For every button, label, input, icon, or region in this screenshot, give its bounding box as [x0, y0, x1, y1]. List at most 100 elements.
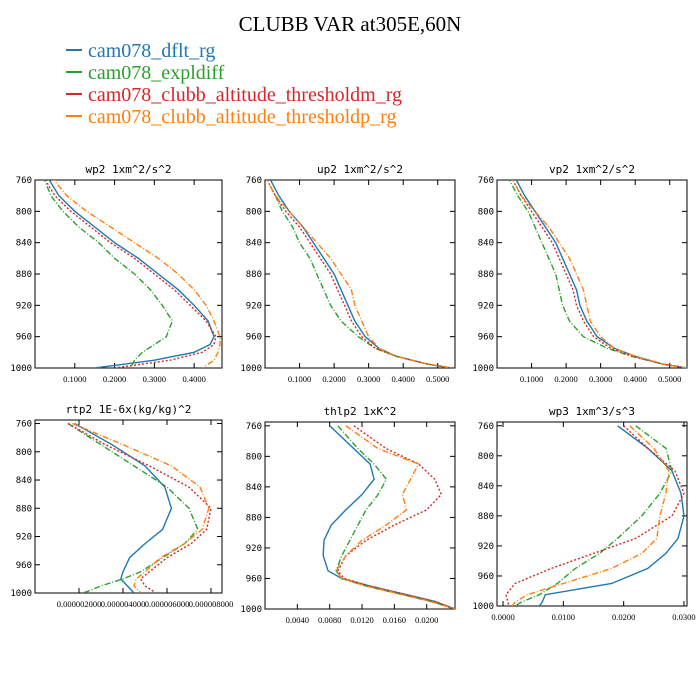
legend-label: cam078_clubb_altitude_thresholdm_rg [88, 84, 403, 106]
x-tick-label: 0.0000 [491, 612, 514, 622]
series-line-1 [515, 180, 687, 368]
y-tick-label: 920 [478, 542, 494, 552]
series-line-2 [43, 180, 174, 368]
y-tick-label: 800 [246, 452, 262, 462]
y-tick-label: 760 [246, 176, 262, 186]
x-tick-label: 0.000002000 [57, 599, 102, 609]
y-tick-label: 800 [16, 448, 32, 458]
y-tick-label: 920 [246, 301, 262, 311]
x-tick-label: 0.0080 [318, 615, 341, 625]
panel-title: rtp2 1E-6x(kg/kg)^2 [66, 403, 192, 416]
series-line-1 [322, 425, 455, 609]
plot-frame [496, 421, 688, 607]
legend-swatch [66, 49, 82, 52]
series-line-3 [44, 180, 217, 368]
x-tick-label: 0.4000 [391, 374, 414, 384]
y-tick-label: 960 [478, 333, 494, 343]
series-line-3 [67, 422, 212, 593]
series-line-4 [335, 425, 455, 609]
series-line-2 [514, 425, 673, 606]
series-line-4 [266, 180, 452, 368]
series-line-3 [512, 180, 687, 368]
x-tick-label: 0.1000 [63, 374, 86, 384]
y-tick-label: 960 [16, 561, 32, 571]
plot-frame [264, 421, 456, 610]
y-tick-label: 800 [246, 207, 262, 217]
series-line-1 [48, 180, 215, 368]
chart-panel-6: wp3 1xm^3/s^3 760 800 840 880 920 960 10000.000… [472, 405, 695, 622]
y-tick-label: 840 [16, 239, 32, 249]
x-tick-label: 0.3000 [143, 374, 166, 384]
x-tick-label: 0.5000 [426, 374, 449, 384]
chart-main-title: CLUBB VAR at305E,60N [238, 12, 462, 36]
y-tick-label: 880 [16, 504, 32, 514]
y-tick-label: 760 [478, 176, 494, 186]
series-line-2 [508, 180, 687, 368]
y-tick-label: 760 [478, 422, 494, 432]
y-tick-label: 760 [246, 422, 262, 432]
y-tick-label: 1000 [10, 589, 32, 599]
y-tick-label: 840 [478, 482, 494, 492]
x-tick-label: 0.1000 [288, 374, 311, 384]
legend-item-expldiff: cam078_expldiff [66, 62, 224, 84]
series-line-1 [269, 180, 452, 368]
legend-item-thresholdp: cam078_clubb_altitude_thresholdp_rg [66, 106, 396, 128]
y-tick-label: 1000 [10, 364, 32, 374]
x-tick-label: 0.0100 [552, 612, 575, 622]
chart-panel-2: up2 1xm^2/s^2 760 800 840 880 920 960 1000 0.100… [240, 163, 456, 384]
plot-frame [34, 179, 223, 369]
y-tick-label: 960 [16, 333, 32, 343]
x-tick-label: 0.2000 [322, 374, 345, 384]
y-tick-label: 800 [478, 207, 494, 217]
x-tick-label: 0.0300 [672, 612, 695, 622]
legend-item-thresholdm: cam078_clubb_altitude_thresholdm_rg [66, 84, 402, 106]
y-tick-label: 880 [246, 270, 262, 280]
x-tick-label: 0.4000 [623, 374, 646, 384]
x-tick-label: 0.0200 [415, 615, 438, 625]
legend-label: cam078_clubb_altitude_thresholdp_rg [88, 106, 397, 128]
x-tick-label: 0.0120 [350, 615, 373, 625]
y-tick-label: 920 [16, 301, 32, 311]
x-tick-label: 0.5000 [658, 374, 681, 384]
x-tick-label: 0.3000 [589, 374, 612, 384]
y-tick-label: 880 [478, 512, 494, 522]
y-tick-label: 840 [246, 239, 262, 249]
y-tick-label: 840 [16, 476, 32, 486]
y-tick-label: 880 [16, 270, 32, 280]
series-line-3 [266, 180, 452, 368]
y-tick-label: 960 [478, 572, 494, 582]
series-line-4 [512, 180, 687, 368]
x-tick-label: 0.3000 [357, 374, 380, 384]
y-tick-label: 760 [16, 420, 32, 430]
series-line-1 [74, 422, 173, 593]
y-tick-label: 800 [16, 207, 32, 217]
series-line-3 [336, 425, 455, 609]
panel-title: up2 1xm^2/s^2 [317, 163, 403, 176]
y-tick-label: 1000 [472, 364, 494, 374]
legend-swatch [66, 115, 82, 118]
legend-label: cam078_expldiff [88, 62, 225, 84]
series-line-4 [511, 425, 670, 606]
legend-swatch [66, 93, 82, 96]
y-tick-label: 1000 [240, 605, 262, 615]
y-tick-label: 960 [246, 574, 262, 584]
panel-title: wp2 1xm^2/s^2 [85, 163, 171, 176]
series-line-1 [538, 425, 685, 606]
series-line-4 [53, 180, 221, 368]
panel-title: wp3 1xm^3/s^3 [549, 405, 635, 418]
legend-swatch [66, 71, 82, 74]
x-tick-label: 0.000006000 [145, 599, 190, 609]
x-tick-label: 0.0200 [612, 612, 635, 622]
y-tick-label: 840 [246, 483, 262, 493]
series-line-4 [72, 422, 210, 593]
x-tick-label: 0.1000 [520, 374, 543, 384]
x-tick-label: 0.000008000 [189, 599, 234, 609]
y-tick-label: 920 [246, 544, 262, 554]
plot-frame [264, 179, 456, 369]
series-line-2 [335, 425, 455, 609]
y-tick-label: 920 [478, 301, 494, 311]
chart-panel-1: wp2 1xm^2/s^2 760 800 840 880 920 960 1000 0.100… [10, 163, 223, 384]
y-tick-label: 1000 [240, 364, 262, 374]
panel-title: vp2 1xm^2/s^2 [549, 163, 635, 176]
